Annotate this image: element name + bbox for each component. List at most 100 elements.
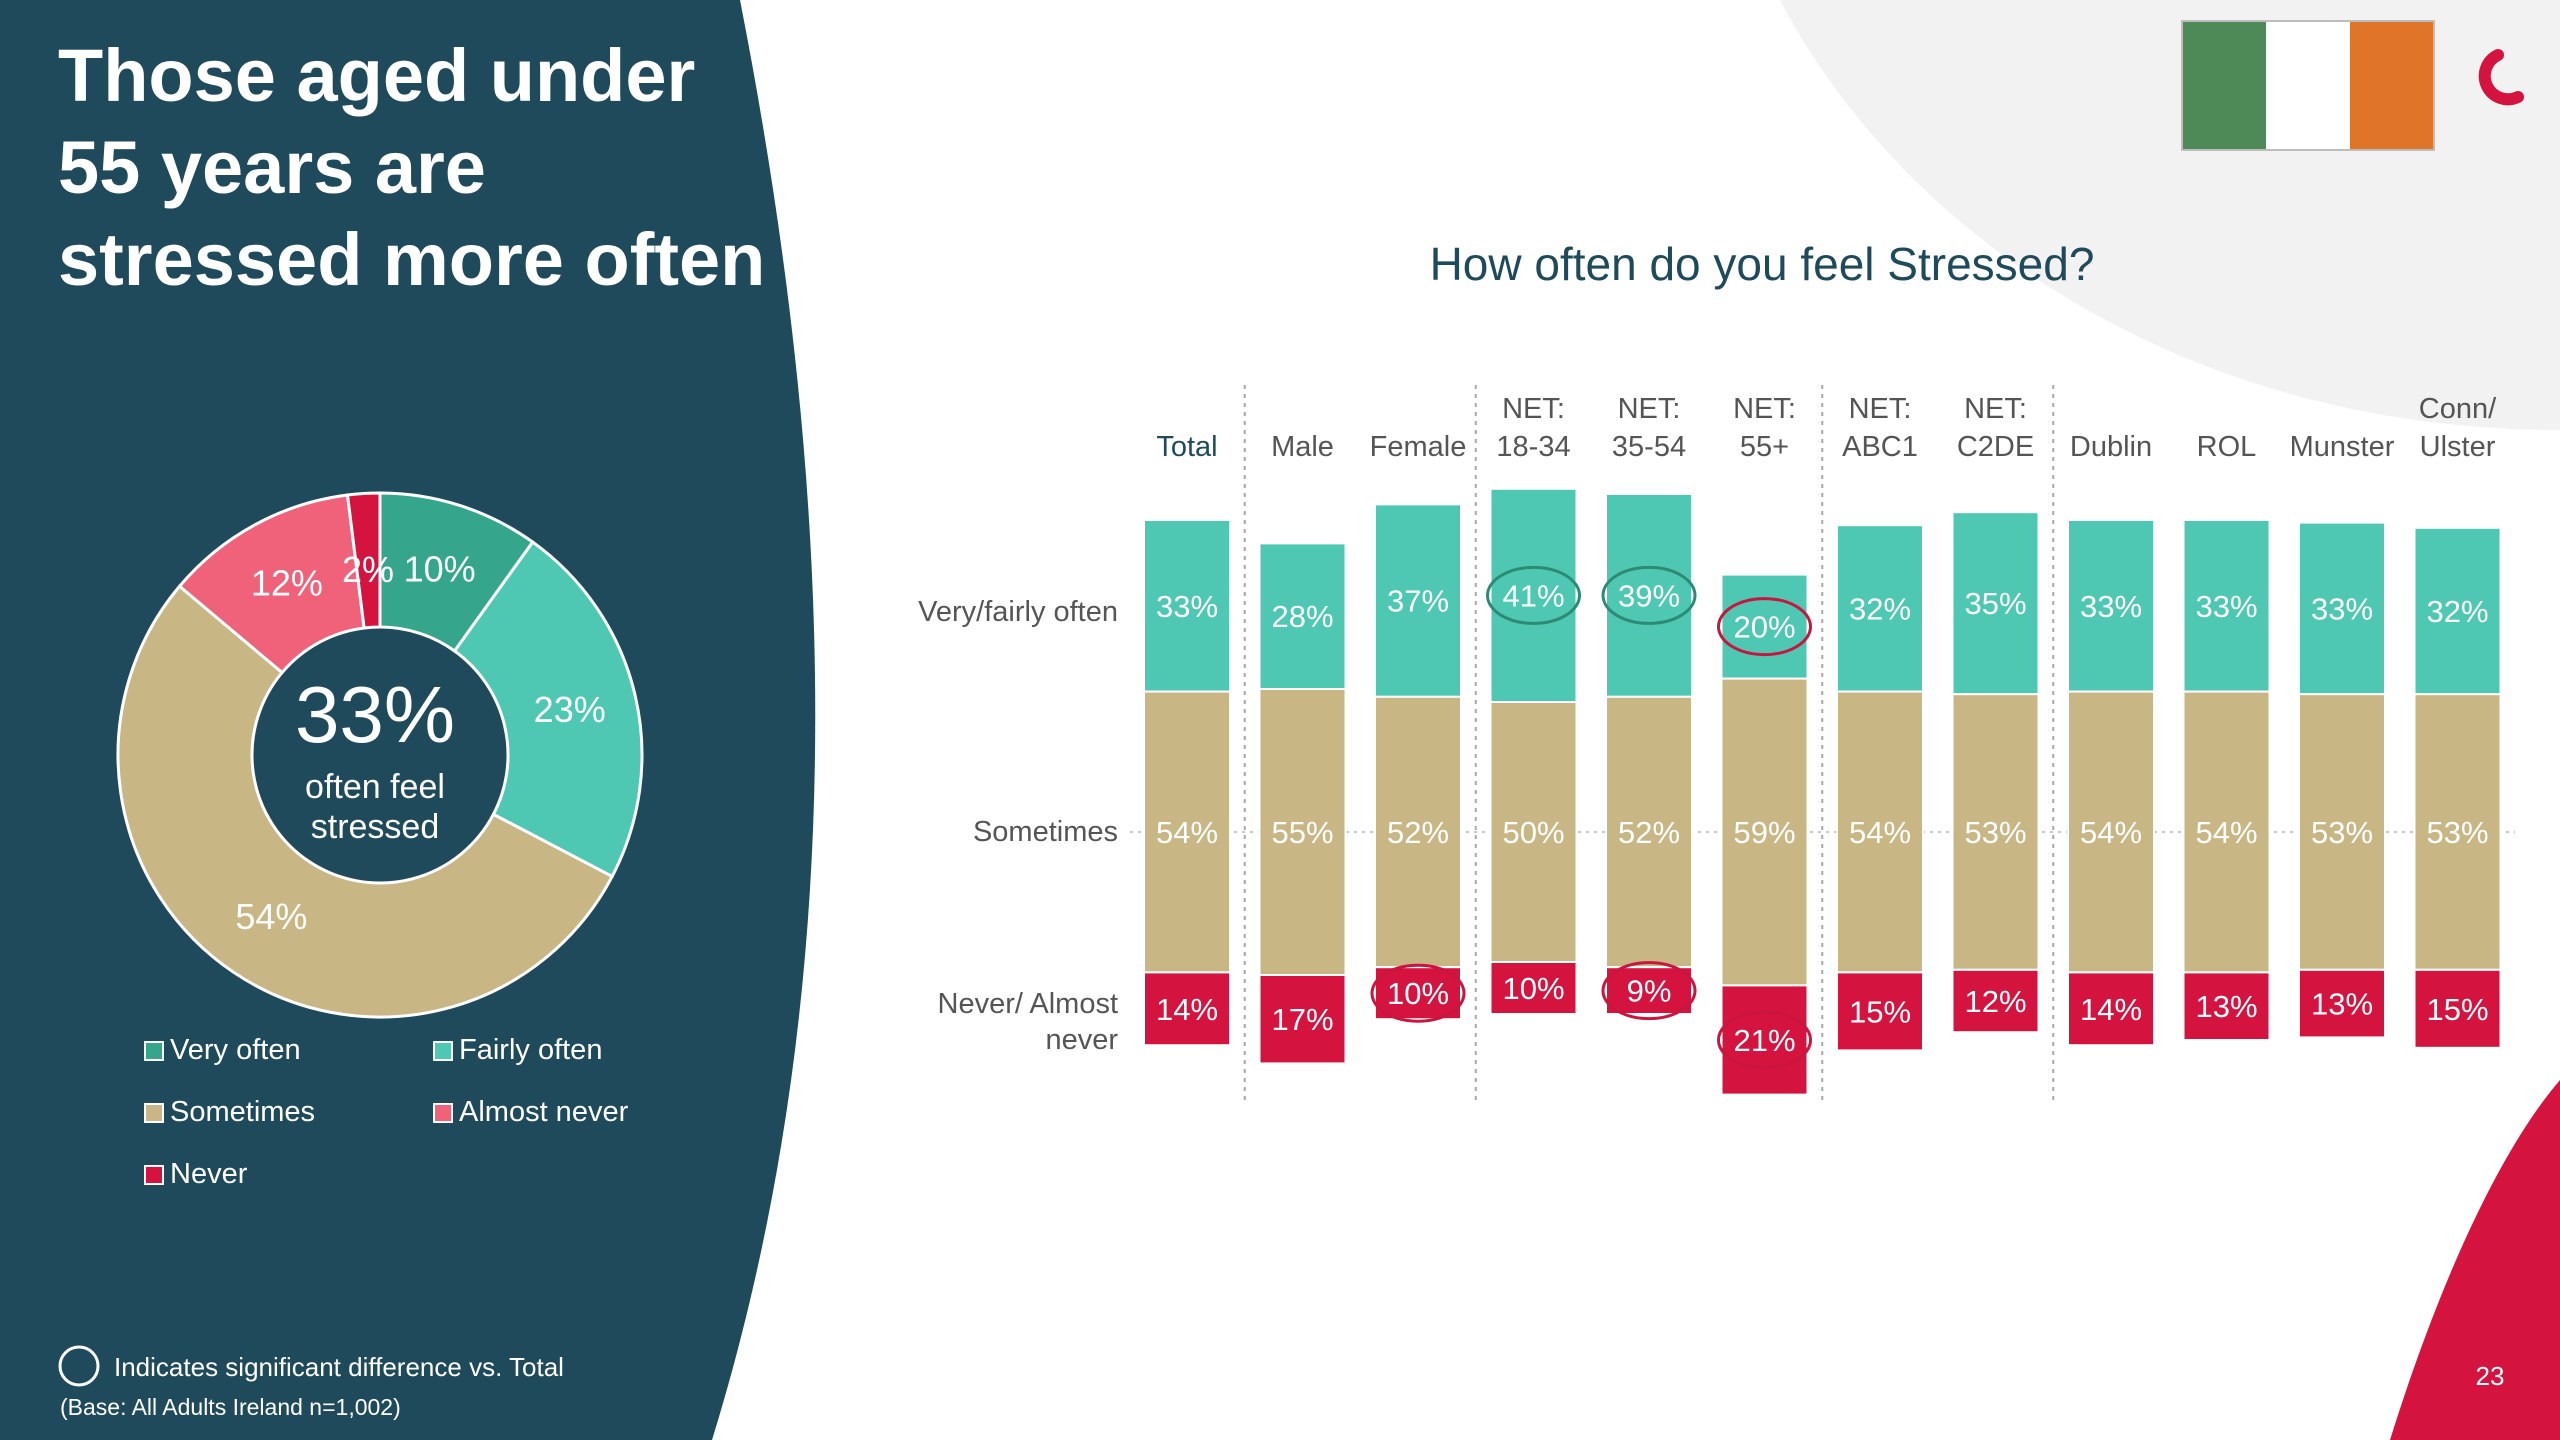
legend-swatch — [433, 1103, 453, 1123]
bar-value-label: 50% — [1502, 815, 1564, 850]
bar-value-label: 14% — [1156, 992, 1218, 1027]
bar-value-label: 13% — [2195, 989, 2257, 1024]
legend-swatch — [433, 1041, 453, 1061]
category-label: 18-34 — [1496, 431, 1570, 463]
donut-legend: Very often Fairly often Sometimes Almost ne… — [144, 1034, 629, 1190]
significance-marker — [1717, 1010, 1812, 1070]
bar-segment — [1374, 966, 1462, 1021]
legend-label: Very often — [170, 1034, 301, 1066]
bar-value-label: 32% — [1849, 591, 1911, 626]
bar-value-label: 12% — [1964, 984, 2026, 1019]
significance-marker — [1717, 597, 1812, 657]
donut-slice — [452, 539, 644, 879]
bar-value-label: 35% — [1964, 586, 2026, 621]
brand-logo-icon — [2478, 49, 2524, 106]
category-label: ROL — [2197, 431, 2257, 463]
bar-value-label: 55% — [1271, 815, 1333, 850]
significance-marker — [1370, 963, 1466, 1023]
bar-segment — [2182, 519, 2271, 693]
donut-slice-label: 2% — [342, 549, 394, 590]
bar-segment — [1374, 695, 1462, 969]
base-note: (Base: All Adults Ireland n=1,002) — [60, 1394, 401, 1420]
significance-note: Indicates significant difference vs. Tot… — [114, 1352, 564, 1382]
bar-value-label: 33% — [1156, 589, 1218, 624]
legend-swatch — [144, 1103, 164, 1123]
donut-center-label-line1: often feel — [305, 768, 445, 806]
bar-value-label: 54% — [1156, 815, 1218, 850]
ireland-flag — [2181, 20, 2435, 151]
category-label: 55+ — [1740, 431, 1789, 463]
bar-segment — [1605, 966, 1693, 1016]
bar-value-label: 10% — [1387, 976, 1449, 1011]
bar-value-label: 13% — [2311, 987, 2373, 1022]
headline: Those aged under 55 years are stressed m… — [58, 30, 798, 306]
row-label: Very/fairly often — [918, 596, 1118, 628]
bar-value-label: 59% — [1733, 815, 1795, 850]
donut-slice-label: 23% — [534, 689, 606, 730]
donut-slice — [345, 491, 382, 630]
headline-line-3: stressed more often — [58, 218, 766, 301]
legend-label: Sometimes — [170, 1096, 315, 1128]
bar-value-label: 21% — [1733, 1023, 1795, 1058]
legend-swatch — [144, 1041, 164, 1061]
bar-segment — [2413, 526, 2502, 696]
category-label: Ulster — [2420, 431, 2496, 463]
bar-value-label: 39% — [1618, 578, 1680, 613]
bar-segment — [2298, 521, 2386, 696]
donut-slice-label: 10% — [404, 548, 476, 589]
bar-segment — [2298, 693, 2386, 971]
bar-value-label: 17% — [1271, 1002, 1333, 1037]
bar-segment — [1143, 690, 1231, 974]
row-label: Sometimes — [973, 816, 1118, 848]
bar-value-label: 33% — [2311, 591, 2373, 626]
bar-segment — [2413, 968, 2502, 1049]
category-label: NET: — [1618, 393, 1681, 425]
bar-value-label: 52% — [1387, 815, 1449, 850]
category-label: 35-54 — [1612, 431, 1686, 463]
category-label: Female — [1370, 431, 1467, 463]
bar-value-label: 54% — [2195, 815, 2257, 850]
significance-marker — [1601, 961, 1697, 1021]
bar-value-label: 15% — [2426, 992, 2488, 1027]
bar-segment — [1951, 968, 2040, 1034]
row-label: never — [1045, 1024, 1118, 1056]
category-label: Dublin — [2070, 431, 2152, 463]
donut-center-value: 33% — [295, 670, 455, 759]
bar-value-label: 54% — [2080, 815, 2142, 850]
background-grey-arc — [1780, 0, 2560, 430]
chart-title: How often do you feel Stressed? — [1430, 238, 2095, 290]
bar-value-label: 28% — [1271, 599, 1333, 634]
category-label: Male — [1271, 431, 1334, 463]
legend-label: Almost never — [459, 1096, 629, 1128]
significance-circle-icon — [58, 1345, 100, 1387]
category-label: Conn/ — [2419, 393, 2497, 425]
bar-segment — [1143, 971, 1231, 1047]
row-label: Never/ Almost — [938, 988, 1119, 1020]
bar-value-label: 41% — [1502, 578, 1564, 613]
category-label: NET: — [1964, 393, 2027, 425]
bar-segment — [1489, 961, 1578, 1015]
bar-value-label: 9% — [1627, 974, 1672, 1009]
headline-line-2: 55 years are — [58, 126, 486, 209]
bar-segment — [2067, 690, 2155, 974]
bar-value-label: 14% — [2080, 992, 2142, 1027]
category-label: Munster — [2290, 431, 2395, 463]
bar-segment — [1143, 519, 1231, 693]
category-label: NET: — [1733, 393, 1796, 425]
bar-value-label: 54% — [1849, 815, 1911, 850]
bar-segment — [2182, 971, 2271, 1042]
category-label: Total — [1156, 431, 1217, 463]
bar-segment — [1836, 524, 1924, 693]
donut-slice-label: 54% — [235, 896, 307, 937]
stacked-bar-chart: Total Male Female 18-34 NET: 35-54 NET: 55+ NET:… — [918, 385, 2515, 1105]
headline-line-1: Those aged under — [58, 34, 696, 117]
bar-value-label: 53% — [1964, 815, 2026, 850]
donut-center-label-line2: stressed — [311, 808, 440, 846]
bar-value-label: 33% — [2080, 589, 2142, 624]
bar-segment — [2067, 519, 2155, 693]
bar-segment — [2067, 971, 2155, 1047]
bar-value-label: 37% — [1387, 584, 1449, 619]
legend-swatch — [144, 1165, 164, 1185]
bar-value-label: 10% — [1502, 971, 1564, 1006]
